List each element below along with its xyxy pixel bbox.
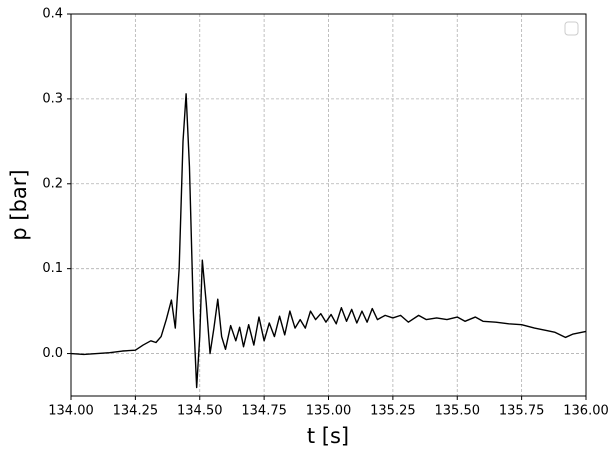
x-tick-label: 134.00: [48, 404, 94, 419]
x-axis-label: t [s]: [307, 424, 349, 448]
data-line: [70, 93, 587, 389]
legend: [564, 21, 579, 36]
y-axis-label: p [bar]: [7, 169, 31, 240]
y-tick-label: 0.4: [42, 7, 63, 22]
x-tick-label: 134.25: [113, 404, 159, 419]
y-tick-label: 0.1: [42, 261, 63, 276]
x-tick-label: 134.75: [241, 404, 287, 419]
x-tick-label: 135.25: [370, 404, 416, 419]
y-tick-label: 0.3: [42, 91, 63, 106]
x-tick-label: 135.75: [499, 404, 545, 419]
y-tick-label: 0.0: [42, 346, 63, 361]
x-tick-label: 134.50: [177, 404, 223, 419]
plot-frame: [70, 13, 587, 397]
x-tick-label: 136.00: [563, 404, 609, 419]
x-tick-label: 135.50: [435, 404, 481, 419]
x-tick-label: 135.00: [306, 404, 352, 419]
y-tick-label: 0.2: [42, 176, 63, 191]
